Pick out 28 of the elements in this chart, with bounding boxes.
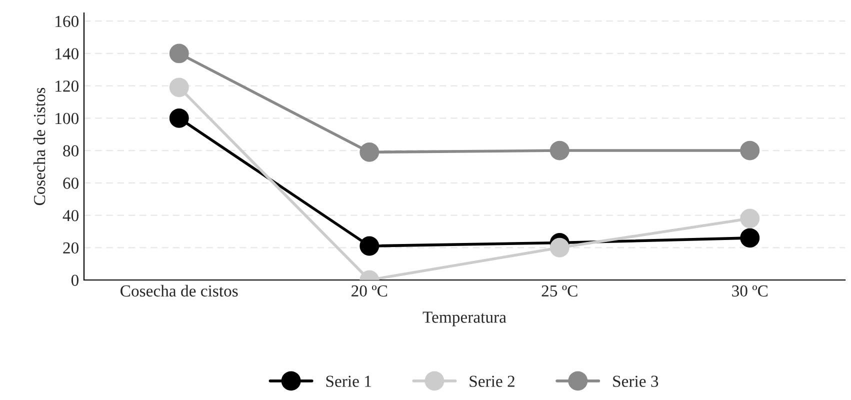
y-tick-label: 20	[63, 242, 79, 254]
point	[360, 142, 380, 162]
point	[740, 228, 760, 248]
x-tick-label: Cosecha de cistos	[120, 284, 238, 297]
y-tick-label: 100	[56, 112, 79, 124]
point	[169, 108, 189, 128]
y-tick-label: 40	[62, 210, 79, 222]
point	[740, 140, 760, 160]
legend-label: Serie 1	[326, 376, 371, 387]
y-tick-label: 80	[63, 145, 79, 156]
y-axis-title: Cosecha de cistos	[33, 88, 46, 206]
legend-label: Serie 2	[470, 376, 514, 387]
x-tick-label: 20 ºC	[352, 285, 388, 297]
x-tick-label: 25 ºC	[542, 285, 578, 297]
y-tick-label: 120	[56, 80, 79, 92]
x-tick-label: 30 ºC	[732, 285, 768, 297]
point	[550, 140, 570, 160]
point	[550, 238, 570, 258]
y-tick-label: 60	[63, 178, 79, 189]
point	[169, 78, 189, 98]
point	[360, 236, 380, 256]
legend-label: Serie 3	[613, 376, 658, 387]
y-tick-label: 0	[71, 274, 79, 286]
x-axis-title: Temperatura	[422, 312, 506, 326]
y-tick-label: 160	[56, 16, 79, 28]
point	[169, 44, 189, 64]
y-tick-label: 140	[56, 48, 79, 60]
point	[740, 208, 760, 228]
